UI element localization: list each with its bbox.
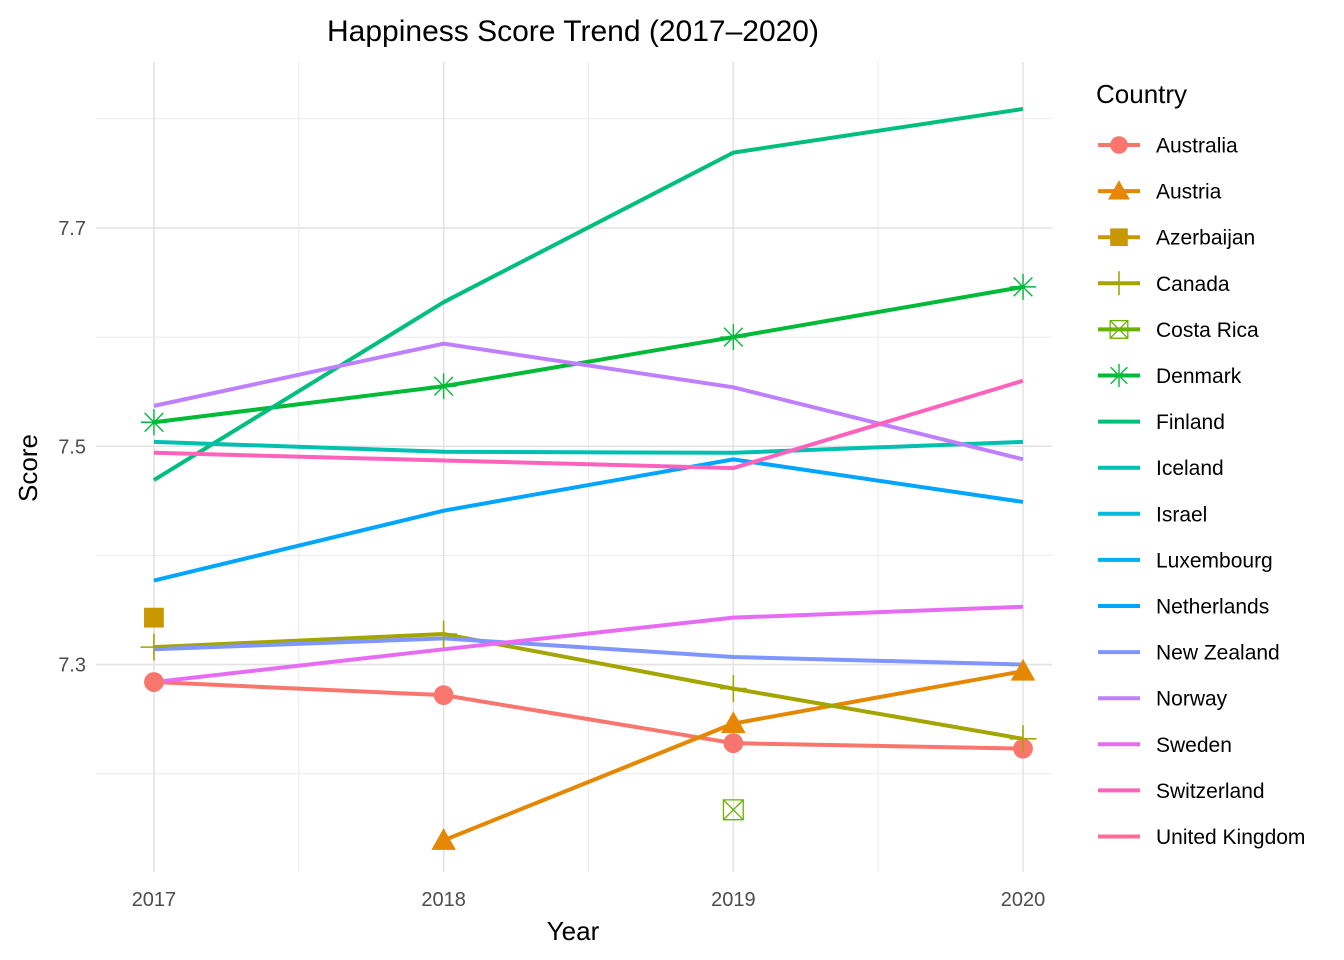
chart-title: Happiness Score Trend (2017–2020) [327,15,819,48]
series-line-denmark [153,284,1024,425]
legend-key-marker-canada [1107,271,1131,296]
point-canada [1009,725,1037,753]
major-gridlines [96,62,1052,872]
y-axis-ticks: 7.3 7.5 7.7 [58,218,86,677]
series-line-australia [153,680,1024,751]
legend-label-switzerland: Switzerland [1156,780,1265,803]
point-australia [723,733,744,754]
legend-label-azerbaijan: Azerbaijan [1156,227,1255,250]
point-costa-rica [722,799,744,821]
legend-key-marker-azerbaijan [1110,228,1128,246]
legend-label-finland: Finland [1156,411,1225,434]
x-axis-title: Year [547,916,600,946]
legend-key-marker-australia [1110,136,1128,154]
y-tick-label: 7.7 [58,218,86,240]
legend-label-canada: Canada [1156,273,1230,296]
x-tick-label: 2019 [711,889,756,911]
legend-title: Country [1096,79,1187,109]
x-tick-label: 2020 [1001,889,1046,911]
legend-label-netherlands: Netherlands [1156,596,1269,619]
point-canada [719,675,747,703]
point-australia [433,685,454,706]
series-lines [152,106,1024,843]
series-line-switzerland [153,378,1024,471]
legend-label-norway: Norway [1156,688,1228,711]
minor-gridlines [96,62,1052,872]
x-tick-label: 2017 [132,889,177,911]
series-line-iceland [153,439,1024,455]
x-axis-ticks: 2017 2018 2019 2020 [132,889,1046,911]
point-canada [140,633,168,661]
legend-label-luxembourg: Luxembourg [1156,549,1273,572]
legend-label-israel: Israel [1156,503,1207,526]
y-tick-label: 7.3 [58,655,86,677]
point-canada [430,620,458,648]
y-axis-title: Score [13,434,43,502]
legend-items: Australia Austria Azerbaijan Canada Costa Ri… [1098,135,1305,849]
legend-label-united-kingdom: United Kingdom [1156,826,1305,849]
legend-label-denmark: Denmark [1156,365,1242,388]
point-denmark [430,373,457,400]
legend-key-marker-denmark [1107,363,1131,388]
series-line-netherlands [153,457,1024,583]
y-tick-label: 7.5 [58,436,86,458]
point-austria [431,828,456,850]
x-tick-label: 2018 [421,889,466,911]
legend-label-iceland: Iceland [1156,457,1224,480]
point-australia [144,672,164,692]
point-denmark [1010,273,1036,300]
series-line-sweden [153,604,1024,685]
legend-label-sweden: Sweden [1156,734,1232,757]
series-line-canada [153,632,1024,741]
legend-label-australia: Australia [1156,135,1238,158]
series-line-finland [152,106,1024,482]
legend-label-new-zealand: New Zealand [1156,642,1280,665]
point-austria [1010,658,1036,681]
point-denmark [720,324,747,351]
series-markers [140,273,1037,850]
legend-label-costa-rica: Costa Rica [1156,319,1259,342]
point-denmark [140,409,167,436]
series-line-new-zealand [153,636,1024,667]
legend-key-marker-costa-rica [1109,319,1129,339]
point-azerbaijan [144,607,164,628]
legend-key-marker-austria [1108,180,1130,200]
legend: Country Australia Austria Azerbaijan Canada… [1096,79,1305,849]
legend-label-austria: Austria [1156,181,1222,204]
point-austria [721,711,746,734]
